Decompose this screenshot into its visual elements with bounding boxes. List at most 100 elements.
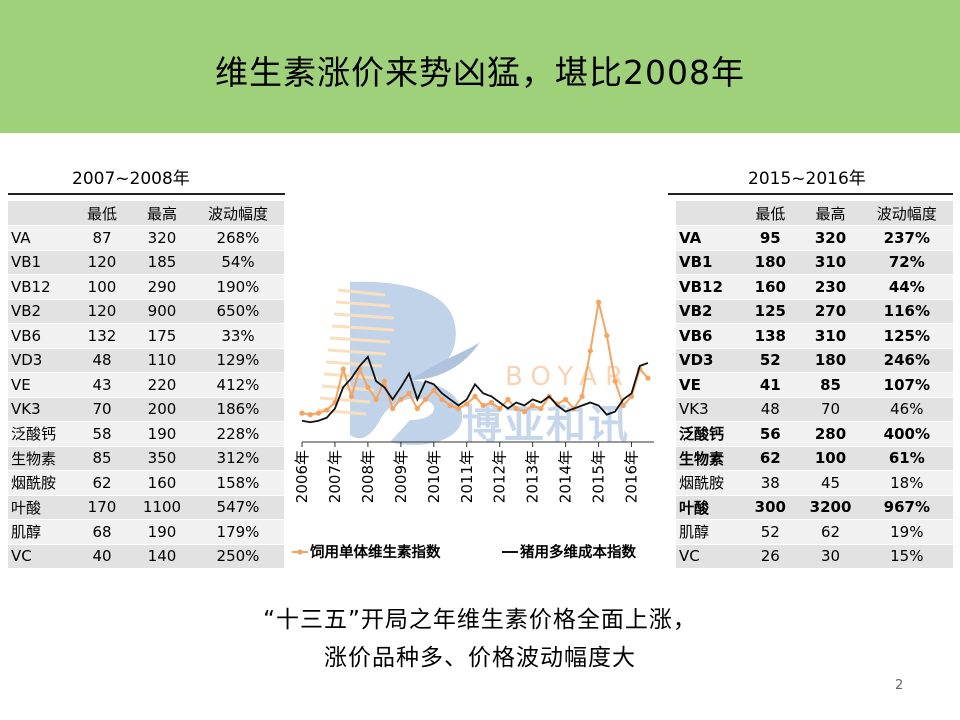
table-row: 烟酰胺 62 160 158% — [8, 470, 284, 496]
series-point-0 — [497, 405, 503, 412]
table-cell-low: 52 — [740, 519, 801, 545]
page-number: 2 — [895, 678, 904, 693]
table-cell-high: 290 — [132, 274, 192, 300]
chart-axes: 2006年 2007年 2008年 2009年 2010年 2011年 2012年 2013年… — [293, 441, 654, 503]
table-cell-high: 230 — [800, 274, 861, 300]
table-cell-name: VA — [8, 225, 72, 251]
table-row: VK3 48 70 46% — [676, 397, 953, 422]
table-cell-range: 268% — [192, 225, 284, 251]
table-row: VB2 125 270 116% — [676, 299, 953, 324]
table-cell-range: 312% — [192, 446, 284, 471]
table-cell-range: 18% — [860, 470, 953, 496]
table-cell-name: 烟酰胺 — [8, 470, 72, 496]
table-row: 叶酸 300 3200 967% — [676, 495, 953, 520]
table-cell-high: 85 — [800, 372, 861, 398]
series-point-0 — [422, 396, 429, 403]
table-row: VD3 48 110 129% — [8, 348, 284, 373]
table-cell-range: 33% — [192, 323, 284, 349]
boyar-watermark: BOYAR 博亚和讯 — [317, 281, 628, 448]
legend-label-0: 饲用单体维生素指数 — [309, 543, 441, 561]
table-row: VB2 120 900 650% — [8, 299, 284, 324]
table-cell-name: 肌醇 — [8, 519, 72, 545]
table-cell-range: 237% — [860, 225, 953, 251]
table-cell-low: 56 — [740, 421, 801, 447]
table-cell-high: 185 — [132, 250, 192, 275]
table-cell-range: 158% — [192, 470, 284, 496]
table-cell-low: 62 — [72, 470, 132, 496]
table-row: VE 43 220 412% — [8, 372, 284, 398]
table-cell-low: 125 — [740, 299, 801, 324]
table-row: VB12 100 290 190% — [8, 274, 284, 300]
x-tick-label: 2010年 — [425, 450, 443, 503]
series-point-0 — [315, 410, 322, 416]
table-cell-name: VB6 — [676, 323, 741, 349]
table-cell-high: 220 — [132, 372, 192, 398]
table-cell-name: 肌醇 — [676, 519, 741, 545]
table-cell-name: VB2 — [676, 299, 741, 324]
table-cell-name: 叶酸 — [8, 495, 72, 520]
table-cell-high: 175 — [132, 323, 192, 349]
series-point-0 — [604, 333, 610, 339]
table-cell-low: 68 — [72, 519, 132, 545]
series-point-0 — [480, 402, 486, 409]
table-cell-range: 19% — [860, 519, 953, 545]
table-cell-low: 95 — [740, 225, 801, 251]
table-row: VB6 132 175 33% — [8, 323, 284, 349]
table-cell-low: 43 — [72, 372, 132, 398]
table-cell-high: 310 — [800, 323, 861, 349]
table-cell-high: 320 — [132, 225, 192, 251]
table-cell-range: 412% — [192, 372, 284, 398]
boyar-logo-icon — [317, 281, 480, 446]
series-point-0 — [324, 407, 330, 413]
series-point-0 — [447, 402, 453, 409]
table-cell-range: 44% — [860, 274, 953, 300]
table-cell-high: 160 — [132, 470, 192, 496]
chart-plot-area — [299, 299, 651, 424]
table-cell-name: VE — [676, 372, 741, 398]
table-cell-range: 54% — [192, 250, 284, 275]
table-row: 肌醇 52 62 19% — [676, 519, 953, 545]
table-cell-low: 38 — [740, 470, 801, 496]
series-point-0 — [348, 393, 355, 399]
table-cell-range: 179% — [192, 519, 284, 545]
series-point-0 — [431, 387, 437, 393]
table-cell-name: VD3 — [8, 348, 72, 373]
table-cell-high: 190 — [132, 519, 192, 545]
series-point-0 — [365, 384, 371, 390]
table-cell-high: 140 — [132, 544, 192, 569]
table-cell-high: 200 — [132, 397, 192, 422]
table-cell-high: 320 — [800, 225, 861, 251]
table-row: VD3 52 180 246% — [676, 348, 953, 373]
table-cell-high: 350 — [132, 446, 192, 471]
table-cell-range: 250% — [192, 544, 284, 569]
series-point-0 — [612, 378, 618, 384]
table-cell-high: 100 — [800, 446, 861, 471]
table-cell-name: VB1 — [676, 250, 741, 275]
table-cell-low: 52 — [740, 348, 801, 373]
table-cell-name: VD3 — [676, 348, 741, 373]
x-tick-label: 2014年 — [557, 450, 575, 503]
table-cell-high: 310 — [800, 250, 861, 275]
title-bar: 维生素涨价来势凶猛，堪比2008年 — [0, 0, 960, 133]
table-cell-low: 87 — [72, 225, 132, 251]
footer-line-2: 涨价品种多、价格波动幅度大 — [324, 645, 636, 671]
series-point-0 — [307, 412, 313, 418]
table-cell-high: 30 — [800, 544, 861, 569]
table-row: 肌醇 68 190 179% — [8, 519, 284, 545]
table-header-cell: 最低 — [740, 201, 801, 226]
table-cell-low: 26 — [740, 544, 801, 569]
table-row: VC 40 140 250% — [8, 544, 284, 569]
series-point-0 — [521, 409, 528, 415]
legend-marker-0 — [297, 549, 303, 555]
right-table-rule — [668, 193, 953, 195]
legend-label-1: 猪用多维成本指数 — [519, 543, 636, 561]
table-cell-range: 186% — [192, 397, 284, 422]
table-cell-high: 45 — [800, 470, 861, 496]
table-cell-name: VE — [8, 372, 72, 398]
table-header-row: 最低 最高 波动幅度 — [676, 201, 953, 226]
table-header-cell — [676, 201, 741, 226]
series-point-0 — [299, 410, 305, 416]
table-cell-name: VB6 — [8, 323, 72, 349]
chart-legend: 饲用单体维生素指数 猪用多维成本指数 — [292, 543, 636, 561]
table-cell-range: 72% — [860, 250, 953, 275]
